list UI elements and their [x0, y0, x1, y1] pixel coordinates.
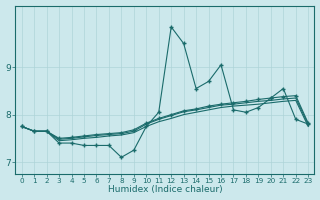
- X-axis label: Humidex (Indice chaleur): Humidex (Indice chaleur): [108, 185, 222, 194]
